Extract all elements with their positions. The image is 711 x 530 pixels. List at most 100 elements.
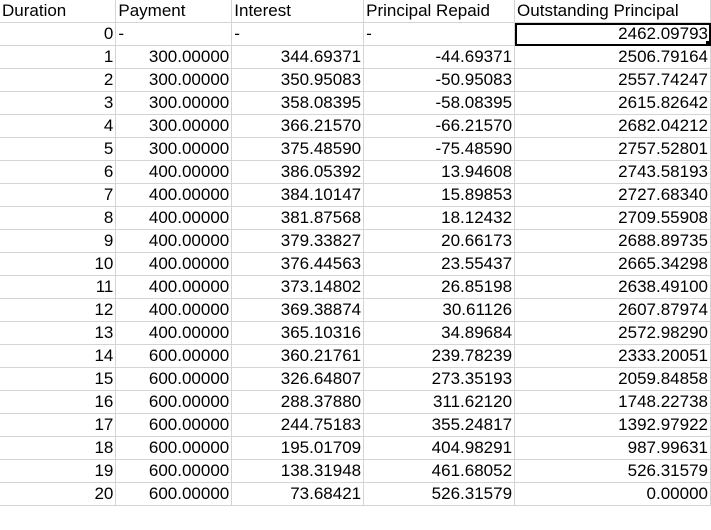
cell-principal-repaid[interactable]: 311.62120: [363, 390, 516, 414]
cell-interest[interactable]: 288.37880: [231, 390, 365, 414]
cell-payment[interactable]: 400.00000: [115, 298, 233, 322]
cell-payment[interactable]: 600.00000: [115, 367, 233, 391]
cell-principal-repaid[interactable]: 461.68052: [363, 459, 516, 483]
header-cell-principal-repaid[interactable]: Principal Repaid: [363, 0, 516, 23]
cell-duration[interactable]: 3: [0, 91, 117, 115]
cell-outstanding-principal[interactable]: 526.31579: [514, 459, 711, 483]
cell-principal-repaid[interactable]: 13.94608: [363, 160, 516, 184]
cell-interest[interactable]: 376.44563: [231, 252, 365, 276]
cell-interest[interactable]: 326.64807: [231, 367, 365, 391]
cell-interest[interactable]: 369.38874: [231, 298, 365, 322]
cell-interest[interactable]: 381.87568: [231, 206, 365, 230]
cell-principal-repaid[interactable]: -50.95083: [363, 68, 516, 92]
cell-principal-repaid[interactable]: -75.48590: [363, 137, 516, 161]
cell-interest[interactable]: 365.10316: [231, 321, 365, 345]
cell-interest[interactable]: 73.68421: [231, 482, 365, 506]
cell-duration[interactable]: 6: [0, 160, 117, 184]
cell-payment[interactable]: 600.00000: [115, 413, 233, 437]
cell-interest[interactable]: 244.75183: [231, 413, 365, 437]
cell-principal-repaid[interactable]: 23.55437: [363, 252, 516, 276]
cell-duration[interactable]: 10: [0, 252, 117, 276]
cell-interest[interactable]: 373.14802: [231, 275, 365, 299]
cell-principal-repaid[interactable]: 15.89853: [363, 183, 516, 207]
cell-payment[interactable]: 600.00000: [115, 390, 233, 414]
cell-principal-repaid[interactable]: -: [363, 22, 516, 46]
cell-payment[interactable]: 600.00000: [115, 344, 233, 368]
cell-principal-repaid[interactable]: -58.08395: [363, 91, 516, 115]
cell-duration[interactable]: 20: [0, 482, 117, 506]
cell-duration[interactable]: 11: [0, 275, 117, 299]
cell-outstanding-principal[interactable]: 2757.52801: [514, 137, 711, 161]
cell-outstanding-principal[interactable]: 2333.20051: [514, 344, 711, 368]
cell-principal-repaid[interactable]: 34.89684: [363, 321, 516, 345]
cell-payment[interactable]: 400.00000: [115, 229, 233, 253]
cell-duration[interactable]: 14: [0, 344, 117, 368]
cell-duration[interactable]: 13: [0, 321, 117, 345]
cell-interest[interactable]: -: [231, 22, 365, 46]
cell-outstanding-principal[interactable]: 2506.79164: [514, 45, 711, 69]
cell-outstanding-principal[interactable]: 2638.49100: [514, 275, 711, 299]
cell-interest[interactable]: 344.69371: [231, 45, 365, 69]
cell-duration[interactable]: 8: [0, 206, 117, 230]
cell-outstanding-principal[interactable]: 2615.82642: [514, 91, 711, 115]
cell-duration[interactable]: 2: [0, 68, 117, 92]
cell-payment[interactable]: 400.00000: [115, 321, 233, 345]
cell-principal-repaid[interactable]: 239.78239: [363, 344, 516, 368]
cell-principal-repaid[interactable]: 20.66173: [363, 229, 516, 253]
cell-payment[interactable]: 300.00000: [115, 114, 233, 138]
cell-outstanding-principal[interactable]: 2743.58193: [514, 160, 711, 184]
cell-payment[interactable]: 300.00000: [115, 45, 233, 69]
cell-outstanding-principal[interactable]: 2709.55908: [514, 206, 711, 230]
cell-outstanding-principal[interactable]: 2727.68340: [514, 183, 711, 207]
cell-principal-repaid[interactable]: 526.31579: [363, 482, 516, 506]
cell-interest[interactable]: 375.48590: [231, 137, 365, 161]
cell-duration[interactable]: 17: [0, 413, 117, 437]
selected-cell-outstanding-principal[interactable]: 2462.09793: [514, 22, 711, 46]
cell-duration[interactable]: 5: [0, 137, 117, 161]
cell-duration[interactable]: 4: [0, 114, 117, 138]
cell-interest[interactable]: 195.01709: [231, 436, 365, 460]
cell-duration[interactable]: 18: [0, 436, 117, 460]
cell-principal-repaid[interactable]: 273.35193: [363, 367, 516, 391]
cell-payment[interactable]: 300.00000: [115, 68, 233, 92]
cell-interest[interactable]: 360.21761: [231, 344, 365, 368]
cell-outstanding-principal[interactable]: 987.99631: [514, 436, 711, 460]
cell-outstanding-principal[interactable]: 0.00000: [514, 482, 711, 506]
cell-outstanding-principal[interactable]: 2688.89735: [514, 229, 711, 253]
cell-payment[interactable]: 400.00000: [115, 275, 233, 299]
cell-payment[interactable]: 400.00000: [115, 183, 233, 207]
cell-interest[interactable]: 350.95083: [231, 68, 365, 92]
cell-outstanding-principal[interactable]: 2665.34298: [514, 252, 711, 276]
cell-principal-repaid[interactable]: -66.21570: [363, 114, 516, 138]
cell-duration[interactable]: 0: [0, 22, 117, 46]
cell-interest[interactable]: 384.10147: [231, 183, 365, 207]
cell-payment[interactable]: 400.00000: [115, 206, 233, 230]
cell-duration[interactable]: 7: [0, 183, 117, 207]
cell-payment[interactable]: 600.00000: [115, 482, 233, 506]
cell-interest[interactable]: 366.21570: [231, 114, 365, 138]
cell-interest[interactable]: 386.05392: [231, 160, 365, 184]
cell-principal-repaid[interactable]: 18.12432: [363, 206, 516, 230]
cell-outstanding-principal[interactable]: 1392.97922: [514, 413, 711, 437]
cell-payment[interactable]: -: [115, 22, 233, 46]
cell-duration[interactable]: 19: [0, 459, 117, 483]
cell-outstanding-principal[interactable]: 2682.04212: [514, 114, 711, 138]
cell-interest[interactable]: 138.31948: [231, 459, 365, 483]
cell-duration[interactable]: 15: [0, 367, 117, 391]
cell-principal-repaid[interactable]: 355.24817: [363, 413, 516, 437]
cell-duration[interactable]: 16: [0, 390, 117, 414]
cell-principal-repaid[interactable]: -44.69371: [363, 45, 516, 69]
cell-outstanding-principal[interactable]: 2059.84858: [514, 367, 711, 391]
cell-duration[interactable]: 12: [0, 298, 117, 322]
cell-payment[interactable]: 400.00000: [115, 160, 233, 184]
cell-principal-repaid[interactable]: 26.85198: [363, 275, 516, 299]
cell-outstanding-principal[interactable]: 2557.74247: [514, 68, 711, 92]
cell-principal-repaid[interactable]: 404.98291: [363, 436, 516, 460]
cell-payment[interactable]: 300.00000: [115, 91, 233, 115]
cell-interest[interactable]: 358.08395: [231, 91, 365, 115]
cell-outstanding-principal[interactable]: 1748.22738: [514, 390, 711, 414]
cell-interest[interactable]: 379.33827: [231, 229, 365, 253]
cell-payment[interactable]: 400.00000: [115, 252, 233, 276]
header-cell-interest[interactable]: Interest: [231, 0, 365, 23]
cell-payment[interactable]: 300.00000: [115, 137, 233, 161]
